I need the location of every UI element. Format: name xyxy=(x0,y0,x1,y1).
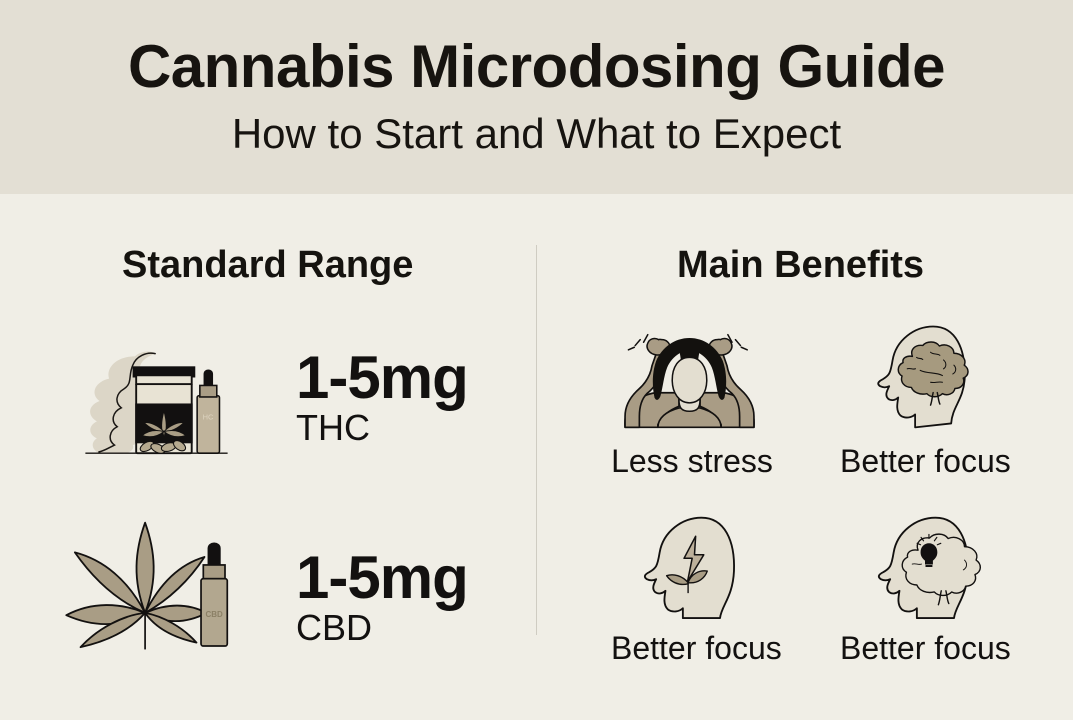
svg-text:HC: HC xyxy=(203,412,214,421)
svg-text:CBD: CBD xyxy=(205,610,223,619)
